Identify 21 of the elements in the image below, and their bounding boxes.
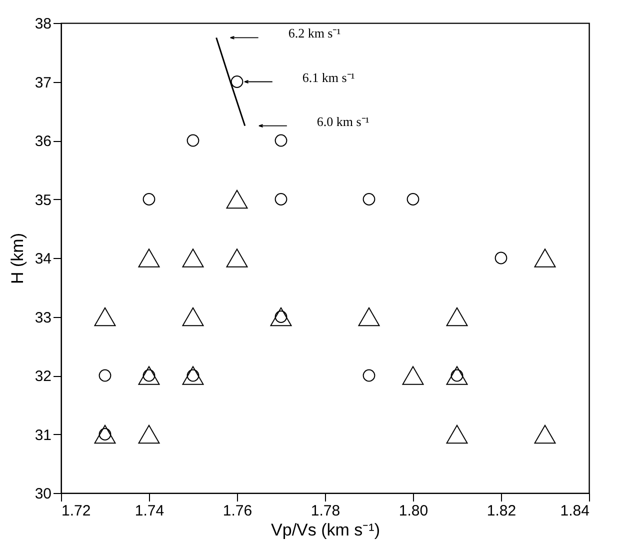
y-tick-label: 32 [34, 368, 52, 385]
y-tick-label: 33 [34, 309, 52, 326]
x-tick-label: 1.74 [134, 502, 164, 520]
x-tick-label: 1.80 [398, 502, 428, 520]
y-axis-title: H (km) [8, 233, 27, 284]
y-tick-label: 38 [34, 16, 52, 32]
annotation: 6.2 km s⁻¹ [288, 26, 341, 41]
y-tick-label: 35 [34, 192, 52, 209]
x-tick-label: 1.82 [486, 502, 516, 520]
y-tick-label: 36 [34, 133, 52, 150]
x-tick-label: 1.78 [310, 502, 340, 520]
y-tick-label: 31 [34, 426, 52, 444]
x-tick-label: 1.72 [62, 502, 91, 520]
x-tick-label: 1.84 [560, 502, 590, 520]
y-tick-label: 30 [34, 486, 52, 502]
x-axis-title: Vp/Vs (km s⁻¹) [271, 520, 380, 540]
annotation: 6.1 km s⁻¹ [302, 70, 355, 85]
y-tick-label: 37 [34, 74, 52, 92]
y-tick-label: 34 [34, 250, 52, 268]
x-tick-label: 1.76 [222, 502, 252, 520]
annotation: 6.0 km s⁻¹ [316, 114, 370, 129]
